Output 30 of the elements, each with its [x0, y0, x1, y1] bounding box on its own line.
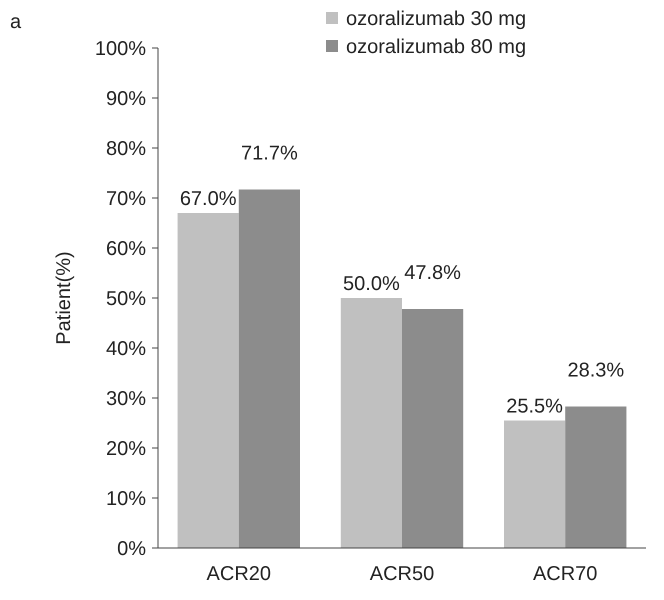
- y-tick-label: 80%: [106, 138, 146, 160]
- data-label: 67.0%: [180, 188, 237, 210]
- y-axis-title: Patient(%): [53, 251, 75, 345]
- data-label: 28.3%: [567, 360, 624, 382]
- y-tick-label: 50%: [106, 288, 146, 310]
- x-tick-label: ACR70: [532, 563, 598, 585]
- bar: [238, 190, 300, 548]
- bar: [402, 309, 464, 548]
- y-tick-label: 60%: [106, 238, 146, 260]
- legend-label: ozoralizumab 80 mg: [346, 36, 526, 58]
- data-label: 47.8%: [404, 262, 462, 284]
- x-tick-label: ACR50: [370, 563, 434, 585]
- y-tick-label: 20%: [106, 438, 146, 460]
- y-tick-label: 70%: [106, 188, 146, 210]
- y-tick-label: 90%: [106, 88, 146, 110]
- data-label: 25.5%: [506, 396, 564, 418]
- bar: [340, 298, 402, 548]
- data-label: 71.7%: [241, 142, 298, 164]
- bar: [178, 213, 239, 548]
- chart-title: a: [10, 11, 22, 33]
- y-tick-label: 10%: [106, 488, 146, 510]
- y-tick-label: 30%: [106, 388, 146, 410]
- x-tick-label: ACR20: [206, 563, 272, 585]
- y-tick-label: 100%: [94, 38, 146, 60]
- y-tick-label: 0%: [117, 538, 146, 560]
- bar: [565, 406, 626, 548]
- y-tick-label: 40%: [106, 338, 146, 360]
- bar: [504, 420, 566, 548]
- data-label: 50.0%: [343, 273, 400, 295]
- legend-label: ozoralizumab 30 mg: [346, 8, 526, 30]
